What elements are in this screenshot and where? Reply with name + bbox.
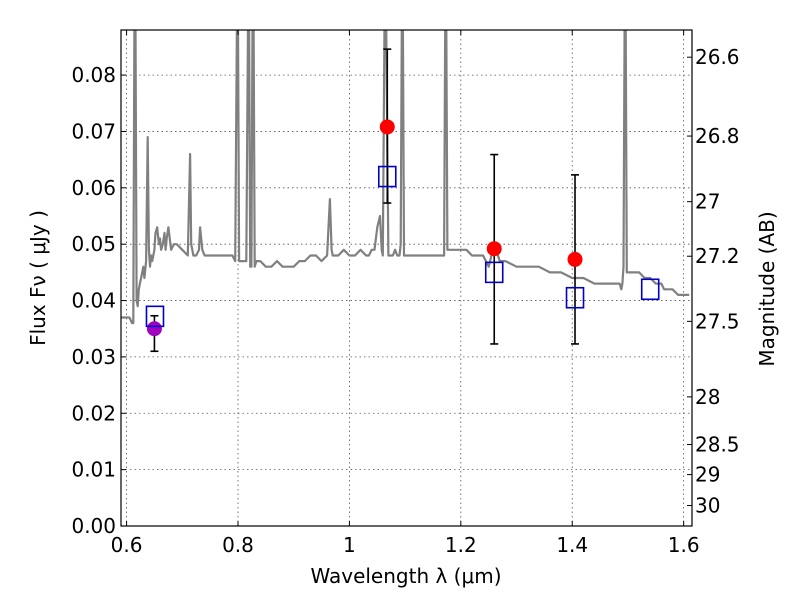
right-tick-label: 28 [695,385,720,409]
model-point [377,165,397,188]
x-tick-label: 1.2 [445,533,477,557]
y-tick-label: 0.00 [71,514,116,538]
observed-point [486,241,502,257]
y-tick-label: 0.02 [71,401,116,425]
model-point [145,305,165,328]
y-tick-label: 0.05 [71,232,116,256]
x-tick-label: 1.4 [556,533,588,557]
grid-lines [121,30,692,527]
right-tick-label: 27.2 [695,244,740,268]
right-axis-ticks: 26.6 26.8 27 27.2 27.5 28 28.5 29 30 [687,45,740,518]
x-axis-label: Wavelength λ (μm) [310,564,501,588]
plot-frame [120,29,693,527]
right-tick-label: 26.6 [695,45,740,69]
right-tick-label: 29 [695,463,720,487]
right-axis-label: Magnitude (AB) [755,211,779,366]
right-tick-label: 27 [695,190,720,214]
observed-point [379,119,395,135]
right-tick-label: 30 [695,494,720,518]
y-tick-label: 0.07 [71,119,116,143]
series-layer [121,30,690,353]
model-point [640,278,660,301]
model-point [565,286,585,309]
x-tick-label: 1.6 [668,533,700,557]
model-point [484,261,504,284]
x-tick-label: 1 [343,533,356,557]
right-tick-label: 28.5 [695,433,740,457]
observed-point [567,251,583,267]
x-tick-label: 0.6 [111,533,143,557]
x-tick-label: 0.8 [222,533,254,557]
plot-area [121,30,690,353]
spectrum-line [121,30,690,325]
y-axis-label: Flux Fν ( μJy ) [26,210,50,346]
y-tick-label: 0.08 [71,63,116,87]
y-axis-ticks: 0.00 0.01 0.02 0.03 0.04 0.05 0.06 0.07 0.08 [71,63,126,538]
right-tick-label: 27.5 [695,309,740,333]
y-tick-label: 0.04 [71,289,116,313]
y-tick-label: 0.06 [71,176,116,200]
y-tick-label: 0.01 [71,458,116,482]
right-tick-label: 26.8 [695,124,740,148]
observed-point [146,321,162,337]
y-tick-label: 0.03 [71,345,116,369]
x-axis-ticks: 0.6 0.8 1 1.2 1.4 1.6 [111,30,700,557]
